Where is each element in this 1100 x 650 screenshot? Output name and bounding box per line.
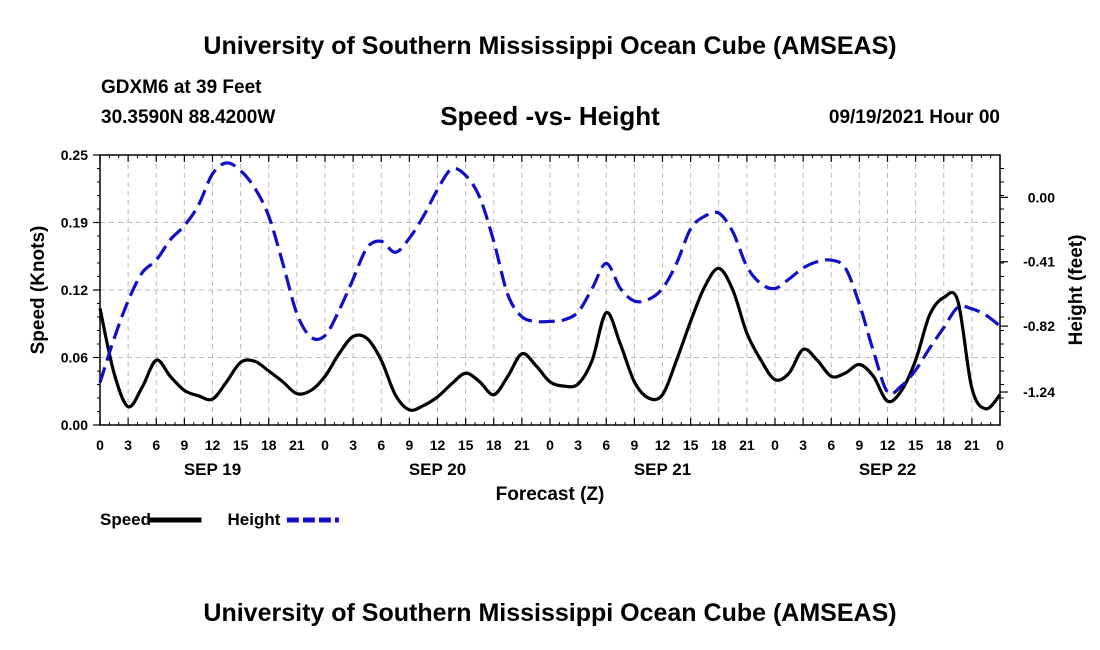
x-tick-label: 15 — [233, 437, 249, 453]
x-tick-label: 15 — [683, 437, 699, 453]
x-tick-label: 12 — [655, 437, 671, 453]
height-series-line — [98, 161, 1002, 396]
right-tick-label: -0.82 — [1023, 318, 1055, 334]
day-label: SEP 20 — [409, 460, 466, 479]
left-tick-label: 0.25 — [61, 147, 88, 163]
x-tick-label: 18 — [261, 437, 277, 453]
x-tick-label: 6 — [377, 437, 385, 453]
x-tick-label: 3 — [124, 437, 132, 453]
left-tick-label: 0.12 — [61, 282, 88, 298]
x-tick-label: 9 — [180, 437, 188, 453]
page-title: University of Southern Mississippi Ocean… — [203, 32, 897, 60]
x-tick-label: 18 — [486, 437, 502, 453]
right-tick-label: 0.00 — [1028, 189, 1055, 205]
x-tick-label: 0 — [771, 437, 779, 453]
x-tick-label: 3 — [799, 437, 807, 453]
legend: Speed Height — [100, 510, 339, 529]
x-tick-label: 18 — [711, 437, 727, 453]
x-tick-label: 6 — [827, 437, 835, 453]
x-tick-label: 0 — [321, 437, 329, 453]
day-label: SEP 19 — [184, 460, 241, 479]
x-tick-label: 21 — [514, 437, 530, 453]
x-tick-label: 9 — [630, 437, 638, 453]
grid — [100, 155, 1000, 425]
axis-labels: 0 3 6 9 12 15 18 21 0 3 6 9 12 15 18 21 0 3 6 9 12 15 18 21 0 3 6 9… — [28, 147, 1087, 505]
x-tick-label: 15 — [908, 437, 924, 453]
left-axis-title: Speed (Knots) — [28, 226, 49, 355]
x-tick-label: 3 — [349, 437, 357, 453]
x-tick-label: 6 — [152, 437, 160, 453]
station-label: GDXM6 at 39 Feet — [101, 77, 262, 98]
coordinates-label: 30.3590N 88.4200W — [101, 107, 276, 128]
x-tick-label: 15 — [458, 437, 474, 453]
axis-ticks — [93, 154, 1008, 426]
day-label: SEP 22 — [859, 460, 916, 479]
x-tick-label: 0 — [996, 437, 1004, 453]
left-tick-label: 0.19 — [61, 215, 88, 231]
x-tick-label: 21 — [964, 437, 980, 453]
x-tick-label: 12 — [430, 437, 446, 453]
series — [98, 161, 1002, 412]
left-tick-label: 0.00 — [61, 417, 88, 433]
x-tick-label: 12 — [205, 437, 221, 453]
x-tick-label: 21 — [739, 437, 755, 453]
speed-series-line — [98, 266, 1002, 412]
forecast-datetime: 09/19/2021 Hour 00 — [828, 107, 1000, 128]
x-tick-label: 0 — [546, 437, 554, 453]
x-tick-label: 9 — [405, 437, 413, 453]
x-tick-label: 12 — [880, 437, 896, 453]
right-axis-title: Height (feet) — [1066, 235, 1087, 346]
x-tick-label: 18 — [936, 437, 952, 453]
x-tick-label: 3 — [574, 437, 582, 453]
legend-label: Height — [228, 510, 281, 529]
x-axis-title: Forecast (Z) — [496, 484, 605, 505]
x-tick-label: 6 — [602, 437, 610, 453]
chart-title: Speed -vs- Height — [440, 101, 660, 131]
right-tick-label: -0.41 — [1023, 254, 1055, 270]
right-tick-label: -1.24 — [1023, 384, 1055, 400]
legend-label: Speed — [100, 510, 151, 529]
page-footer-title: University of Southern Mississippi Ocean… — [203, 599, 897, 627]
x-tick-label: 9 — [855, 437, 863, 453]
x-tick-label: 21 — [289, 437, 305, 453]
left-tick-label: 0.06 — [61, 350, 88, 366]
day-label: SEP 21 — [634, 460, 691, 479]
x-tick-label: 0 — [96, 437, 104, 453]
